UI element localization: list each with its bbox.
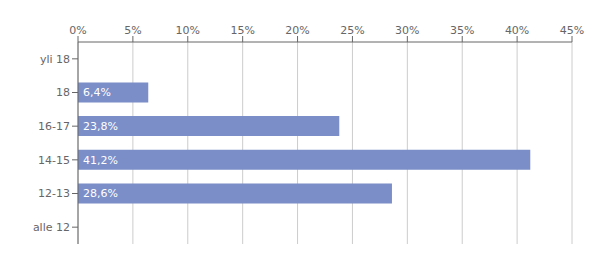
svg-text:16-17: 16-17 bbox=[38, 120, 70, 133]
svg-text:yli 18: yli 18 bbox=[40, 53, 70, 66]
svg-text:40%: 40% bbox=[505, 24, 529, 37]
svg-text:20%: 20% bbox=[285, 24, 309, 37]
svg-text:23,8%: 23,8% bbox=[83, 120, 118, 133]
svg-text:5%: 5% bbox=[124, 24, 141, 37]
svg-text:15%: 15% bbox=[230, 24, 254, 37]
svg-text:alle 12: alle 12 bbox=[33, 221, 70, 234]
svg-text:28,6%: 28,6% bbox=[83, 187, 118, 200]
svg-text:12-13: 12-13 bbox=[38, 187, 70, 200]
svg-text:0%: 0% bbox=[69, 24, 86, 37]
svg-text:35%: 35% bbox=[450, 24, 474, 37]
svg-text:41,2%: 41,2% bbox=[83, 154, 118, 167]
svg-text:45%: 45% bbox=[560, 24, 584, 37]
svg-text:25%: 25% bbox=[340, 24, 364, 37]
svg-text:14-15: 14-15 bbox=[38, 154, 70, 167]
svg-text:10%: 10% bbox=[176, 24, 200, 37]
svg-text:6,4%: 6,4% bbox=[83, 86, 111, 99]
svg-text:18: 18 bbox=[56, 86, 70, 99]
svg-text:30%: 30% bbox=[395, 24, 419, 37]
